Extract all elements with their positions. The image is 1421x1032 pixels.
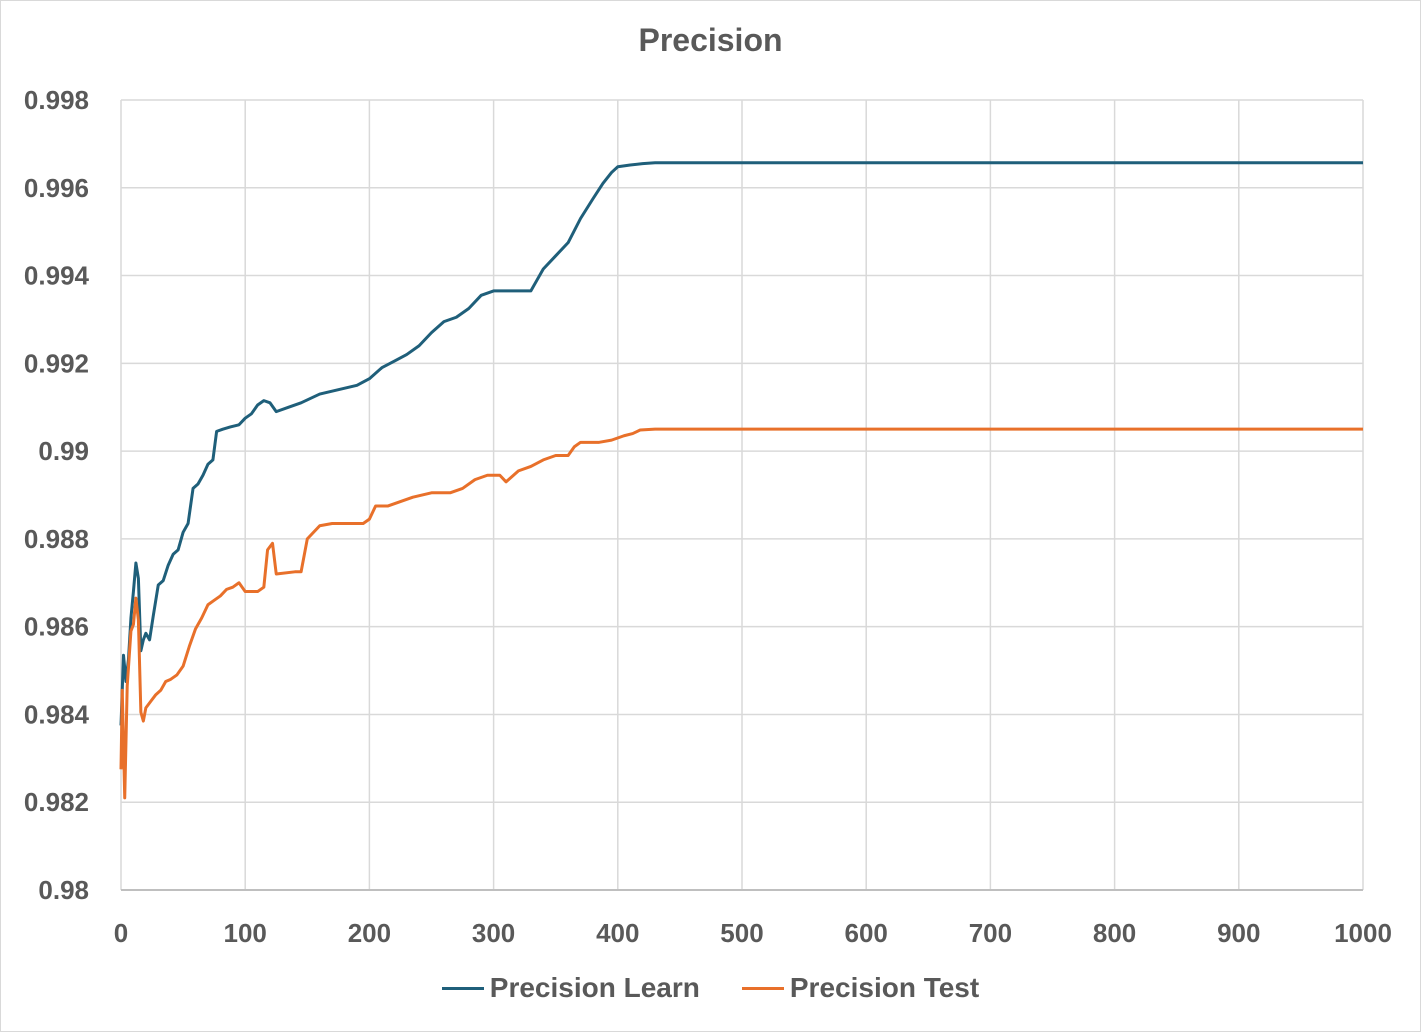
x-tick-label: 100 xyxy=(224,918,267,948)
y-tick-label: 0.988 xyxy=(24,524,89,554)
legend: Precision Learn Precision Test xyxy=(0,972,1421,1004)
x-tick-label: 300 xyxy=(472,918,515,948)
x-axis-ticks: 0 100 200 300 400 500 600 700 800 900 1000 xyxy=(114,918,1392,948)
y-tick-label: 0.982 xyxy=(24,787,89,817)
y-tick-label: 0.996 xyxy=(24,173,89,203)
y-tick-label: 0.98 xyxy=(38,875,89,905)
y-tick-label: 0.998 xyxy=(24,85,89,115)
y-tick-label: 0.99 xyxy=(38,436,89,466)
series-lines xyxy=(119,161,1363,800)
y-tick-label: 0.984 xyxy=(24,699,90,729)
grid-lines xyxy=(120,99,1364,891)
y-axis-ticks: 0.998 0.996 0.994 0.992 0.99 0.988 0.986 0.984 0… xyxy=(24,85,90,905)
x-tick-label: 200 xyxy=(348,918,391,948)
y-tick-label: 0.994 xyxy=(24,261,90,291)
x-tick-label: 400 xyxy=(596,918,639,948)
y-tick-label: 0.992 xyxy=(24,348,89,378)
x-tick-label: 0 xyxy=(114,918,128,948)
y-tick-label: 0.986 xyxy=(24,612,89,642)
x-tick-label: 800 xyxy=(1093,918,1136,948)
series-line-test xyxy=(119,427,1363,800)
chart-title: Precision xyxy=(638,22,783,58)
x-tick-label: 900 xyxy=(1217,918,1260,948)
legend-item-learn: Precision Learn xyxy=(441,972,700,1004)
x-tick-label: 700 xyxy=(969,918,1012,948)
legend-label-test: Precision Test xyxy=(789,972,980,1003)
legend-swatch-learn xyxy=(441,986,484,990)
x-tick-label: 600 xyxy=(845,918,888,948)
series-line-learn xyxy=(119,161,1363,726)
x-tick-label: 1000 xyxy=(1334,918,1392,948)
x-tick-label: 500 xyxy=(720,918,763,948)
legend-label-learn: Precision Learn xyxy=(489,972,700,1003)
legend-swatch-test xyxy=(741,986,784,990)
legend-item-test: Precision Test xyxy=(741,972,980,1004)
